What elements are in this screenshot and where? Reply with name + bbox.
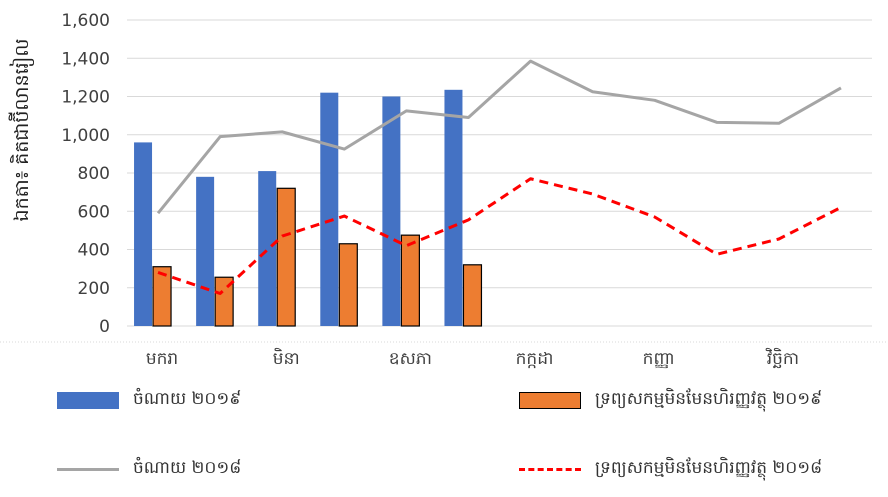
y-tick-label: 1,400 [61, 49, 110, 69]
y-tick-label: 1,200 [61, 88, 110, 108]
y-tick-label: 0 [99, 317, 110, 337]
bar-spending-2019 [134, 142, 153, 326]
bar-spending-2019 [320, 92, 339, 326]
x-tick-label: មិនា [273, 347, 300, 369]
line-spending-2018 [156, 59, 842, 215]
bar-nonfinancial-2019 [276, 187, 296, 327]
bar-nonfinancial-2019 [338, 243, 358, 327]
bar-spending-2019 [196, 176, 215, 326]
bar-nonfinancial-2019 [462, 264, 483, 327]
bar-nonfinancial-2019 [152, 266, 172, 327]
y-axis-ticks: 0 200 400 600 800 1,000 1,200 1,400 1,600 [61, 11, 110, 337]
lines [156, 59, 842, 295]
x-tick-label: វិច្ឆិកា [765, 347, 799, 369]
y-tick-label: 800 [78, 164, 110, 184]
gridlines [127, 19, 872, 327]
y-axis-label: ឯកតា៖ គិតជាប៊ីលានរៀល [8, 39, 35, 222]
y-tick-label: 1,000 [61, 126, 110, 146]
y-tick-label: 1,600 [61, 11, 110, 31]
y-tick-label: 400 [78, 241, 110, 261]
bar-spending-2019 [382, 96, 401, 326]
line-nonfinancial-2018 [157, 177, 842, 295]
x-tick-label: កក្កដា [516, 349, 554, 369]
x-axis-ticks: មករា មិនា ឧសភា កក្កដា កញ្ញា វិច្ឆិកា [146, 347, 799, 369]
bar-nonfinancial-2019 [400, 234, 420, 327]
bar-nonfinancial-2019 [214, 276, 234, 327]
y-tick-label: 200 [78, 279, 110, 299]
bar-spending-2019 [258, 171, 277, 326]
bars [134, 89, 483, 327]
x-tick-label: កញ្ញា [643, 349, 675, 369]
x-tick-label: ឧសភា [389, 349, 432, 369]
bar-spending-2019 [444, 89, 463, 327]
y-tick-label: 600 [78, 202, 110, 222]
x-tick-label: មករា [146, 349, 178, 369]
